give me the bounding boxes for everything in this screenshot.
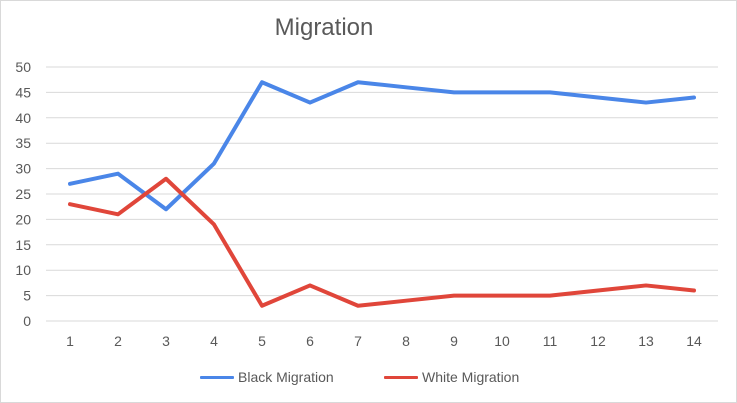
legend-swatch-black-migration	[200, 375, 234, 379]
y-tick-label: 40	[15, 110, 31, 126]
x-tick-label: 12	[590, 333, 606, 349]
y-tick-label: 15	[15, 237, 31, 253]
y-tick-label: 25	[15, 186, 31, 202]
y-tick-label: 50	[15, 59, 31, 75]
x-tick-label: 6	[306, 333, 314, 349]
y-tick-label: 20	[15, 211, 31, 227]
x-tick-label: 7	[354, 333, 362, 349]
x-axis-tick-labels: 1 2 3 4 5 6 7 8 9 10 11 12 13 14	[66, 333, 702, 349]
y-tick-label: 35	[15, 135, 31, 151]
x-tick-label: 8	[402, 333, 410, 349]
x-tick-label: 11	[543, 333, 558, 349]
y-tick-label: 45	[15, 84, 31, 100]
y-tick-label: 0	[23, 313, 31, 329]
y-tick-label: 30	[15, 161, 31, 177]
y-axis-tick-labels: 0 5 10 15 20 25 30 35 40 45 50	[15, 59, 31, 329]
legend-item-white-migration: White Migration	[384, 366, 519, 388]
series-line-white-migration	[68, 176, 696, 308]
x-tick-label: 14	[686, 333, 702, 349]
x-tick-label: 1	[66, 333, 74, 349]
legend-label-black-migration: Black Migration	[238, 369, 334, 385]
series-line-black-migration	[68, 80, 696, 212]
y-tick-label: 5	[23, 288, 31, 304]
x-tick-label: 3	[162, 333, 170, 349]
gridlines	[46, 66, 718, 322]
legend-swatch-white-migration	[384, 375, 418, 379]
y-tick-label: 10	[15, 262, 31, 278]
x-tick-label: 2	[114, 333, 122, 349]
x-tick-label: 4	[210, 333, 218, 349]
legend-item-black-migration: Black Migration	[200, 366, 334, 388]
legend-label-white-migration: White Migration	[422, 369, 520, 385]
legend: Black Migration White Migration	[0, 366, 737, 388]
x-tick-label: 13	[638, 333, 654, 349]
chart-title: Migration	[274, 14, 374, 41]
series-lines	[68, 80, 696, 308]
x-tick-label: 5	[258, 333, 266, 349]
x-tick-label: 9	[450, 333, 458, 349]
x-tick-label: 10	[494, 333, 510, 349]
